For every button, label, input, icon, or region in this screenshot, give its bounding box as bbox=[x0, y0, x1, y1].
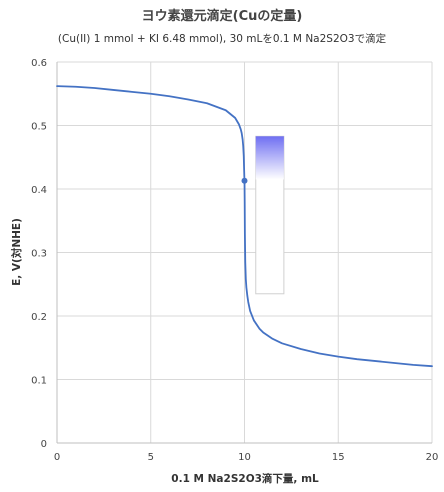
y-tick-label: 0.5 bbox=[31, 122, 47, 133]
x-tick-label: 20 bbox=[426, 452, 439, 463]
gridlines bbox=[57, 61, 433, 443]
chart-title: ヨウ素還元滴定(Cuの定量) bbox=[142, 8, 303, 24]
chart-subtitle: (Cu(II) 1 mmol + KI 6.48 mmol), 30 mLを0.… bbox=[58, 32, 387, 45]
x-axis-title: 0.1 M Na2S2O3滴下量, mL bbox=[171, 472, 319, 485]
x-tick-label: 10 bbox=[238, 452, 251, 463]
x-tick-label: 5 bbox=[148, 452, 154, 463]
y-axis-title: E, V(対NHE) bbox=[10, 218, 23, 286]
tick-labels: 0 5 10 15 20 0 0.1 0.2 0.3 0.4 0.5 0.6 bbox=[31, 58, 438, 463]
y-tick-label: 0.4 bbox=[31, 185, 47, 196]
series-group bbox=[56, 85, 433, 368]
y-tick-label: 0.3 bbox=[31, 249, 47, 260]
x-tick-label: 15 bbox=[332, 452, 345, 463]
y-tick-label: 0 bbox=[41, 439, 47, 450]
indicator-gradient bbox=[255, 136, 284, 180]
y-tick-label: 0.1 bbox=[31, 376, 47, 387]
equivalence-point-marker bbox=[241, 177, 248, 184]
titration-curve bbox=[56, 85, 433, 368]
color-indicator bbox=[255, 135, 285, 295]
y-tick-label: 0.2 bbox=[31, 312, 47, 323]
axes bbox=[56, 62, 432, 444]
y-tick-label: 0.6 bbox=[31, 58, 47, 69]
x-tick-label: 0 bbox=[54, 452, 60, 463]
